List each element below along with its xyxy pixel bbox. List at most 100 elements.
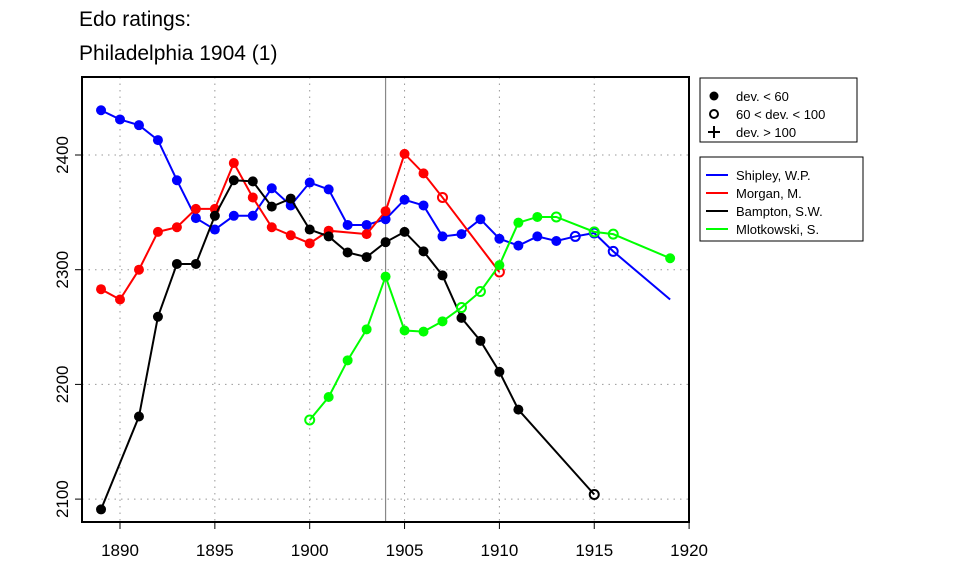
data-point	[323, 392, 334, 403]
y-tick-label: 2400	[53, 136, 72, 174]
x-tick-label: 1890	[101, 541, 139, 560]
data-point	[399, 194, 410, 205]
data-point	[152, 311, 163, 322]
data-point	[456, 312, 467, 323]
data-point	[209, 210, 220, 221]
data-point-open	[607, 228, 619, 240]
data-point	[361, 229, 372, 240]
data-point	[171, 222, 182, 233]
data-point	[133, 120, 144, 131]
data-point	[323, 184, 334, 195]
data-point	[342, 219, 353, 230]
data-point-open	[607, 245, 619, 257]
series-3	[304, 211, 676, 426]
data-point	[285, 193, 296, 204]
data-point	[418, 326, 429, 337]
data-point-open	[550, 211, 562, 223]
x-tick-label: 1915	[575, 541, 613, 560]
data-point	[380, 237, 391, 248]
data-point	[399, 226, 410, 237]
data-point	[437, 316, 448, 327]
data-point	[247, 210, 258, 221]
data-point	[437, 231, 448, 242]
data-point	[304, 238, 315, 249]
data-point	[380, 206, 391, 217]
x-tick-label: 1910	[480, 541, 518, 560]
data-point	[285, 230, 296, 241]
data-point	[190, 213, 201, 224]
data-point	[513, 217, 524, 228]
data-point	[133, 411, 144, 422]
marker-legend-box	[699, 77, 858, 143]
data-point	[551, 236, 562, 247]
y-tick-label: 2300	[53, 251, 72, 289]
data-point	[115, 294, 125, 305]
marker-legend-label: 60 < dev. < 100	[736, 107, 825, 122]
data-point	[418, 200, 429, 211]
data-point	[532, 231, 543, 242]
data-point	[399, 148, 410, 159]
data-point	[494, 260, 505, 271]
data-point	[228, 210, 239, 221]
open-circle-icon	[709, 109, 719, 119]
data-point	[532, 211, 543, 222]
data-point	[513, 404, 524, 415]
legend-label: Bampton, S.W.	[736, 204, 823, 219]
series-1	[96, 148, 505, 305]
series-0	[96, 105, 671, 301]
data-point-open	[569, 230, 581, 242]
data-point	[475, 214, 486, 225]
chart-title-line-1: Edo ratings:	[79, 8, 192, 31]
data-point	[96, 504, 107, 515]
data-point	[228, 175, 239, 186]
series-legend-box	[699, 156, 864, 242]
data-point	[247, 176, 258, 187]
data-point	[361, 252, 372, 263]
data-point	[266, 183, 277, 194]
data-point	[247, 192, 258, 203]
series-line	[308, 215, 671, 421]
data-point	[171, 175, 182, 186]
data-point	[494, 366, 505, 377]
data-point	[304, 177, 315, 188]
data-point	[171, 258, 182, 269]
data-point	[475, 335, 486, 346]
data-point	[152, 135, 163, 146]
data-point	[665, 253, 676, 264]
data-point	[133, 264, 144, 275]
data-point-open	[304, 414, 316, 426]
plot-frame	[81, 76, 690, 523]
marker-legend-label: dev. < 60	[736, 89, 789, 104]
data-point	[399, 325, 410, 336]
x-tick-label: 1900	[291, 541, 329, 560]
x-tick-label: 1905	[386, 541, 424, 560]
data-point	[380, 214, 391, 225]
data-point-open	[588, 226, 600, 238]
data-point	[513, 240, 524, 251]
data-point	[342, 355, 353, 366]
data-point	[266, 222, 277, 233]
legend-label: Mlotkowski, S.	[736, 222, 819, 237]
data-point	[494, 233, 505, 244]
y-tick-label: 2200	[53, 365, 72, 403]
legend-label: Shipley, W.P.	[736, 168, 811, 183]
data-point-open	[588, 489, 600, 501]
data-point	[437, 270, 448, 281]
data-point	[456, 229, 467, 240]
data-point	[152, 226, 163, 237]
series-2	[96, 175, 600, 515]
data-point	[96, 284, 107, 295]
data-point	[190, 258, 201, 269]
data-point	[266, 201, 277, 212]
filled-circle-icon	[709, 91, 719, 101]
data-point-open	[436, 191, 448, 203]
data-point	[418, 168, 429, 179]
legend-label: Morgan, M.	[736, 186, 802, 201]
data-point	[209, 224, 220, 235]
data-point-open	[474, 285, 486, 297]
x-tick-label: 1920	[670, 541, 708, 560]
data-point	[304, 224, 315, 235]
marker-legend-label: dev. > 100	[736, 125, 796, 140]
